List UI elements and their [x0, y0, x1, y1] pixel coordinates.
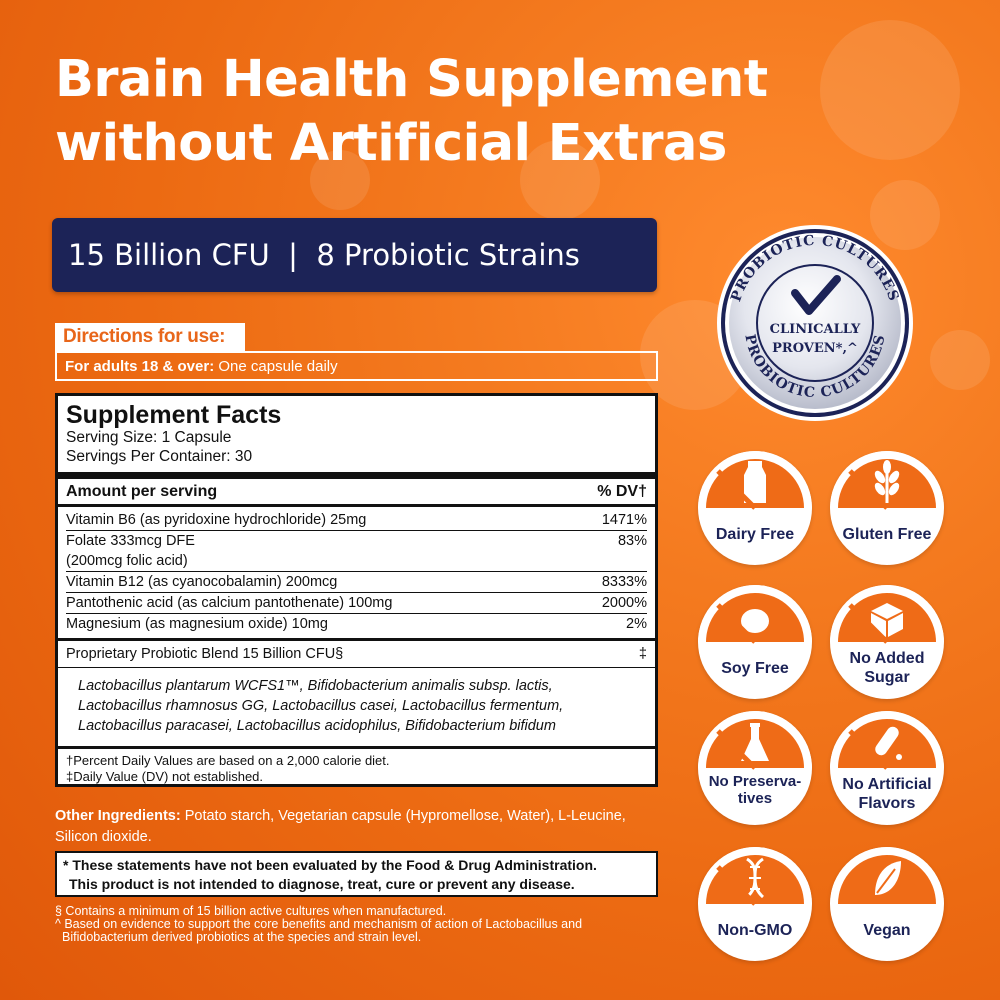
headline-line-1: Brain Health Supplement — [55, 50, 768, 109]
badge-label: Soy Free — [721, 659, 789, 677]
nutrient-row: (200mcg folic acid) — [58, 551, 655, 571]
badge-dairy-free: Dairy Free — [698, 451, 812, 565]
directions-line: For adults 18 & over: One capsule daily — [55, 351, 658, 381]
amount-header: Amount per serving — [66, 483, 218, 500]
footnote-line: Bifidobacterium derived probiotics at th… — [62, 930, 422, 944]
nutrient-name: Pantothenic acid (as calcium pantothenat… — [66, 595, 393, 611]
badge-label: No Added Sugar — [849, 650, 925, 686]
nutrient-name: Vitamin B12 (as cyanocobalamin) 200mcg — [66, 574, 338, 590]
other-ingredients: Other Ingredients: Potato starch, Vegeta… — [55, 806, 655, 848]
divider-thin — [66, 613, 647, 614]
servings-per-container: Servings Per Container: 30 — [66, 448, 253, 465]
badge-label: Vegan — [863, 921, 911, 939]
other-ingredients-value: Potato starch, Vegetarian capsule (Hypro… — [55, 808, 626, 845]
other-ingredients-label: Other Ingredients: — [55, 808, 181, 824]
seal-center-line-1: CLINICALLY — [770, 322, 861, 337]
soybean-icon — [741, 609, 769, 633]
divider-thick — [58, 472, 655, 479]
wheat-icon — [874, 460, 900, 503]
nutrient-dv: 8333% — [601, 574, 647, 590]
decorative-bubble — [310, 150, 370, 210]
badge-no-added-sugar: No Added Sugar — [830, 585, 944, 699]
divider-medium — [58, 504, 655, 507]
badge-label: No Preserva-tives — [708, 773, 802, 807]
strains-line: Lactobacillus rhamnosus GG, Lactobacillu… — [78, 698, 564, 714]
decorative-bubble — [820, 20, 960, 160]
facts-footnote: ‡Daily Value (DV) not established. — [66, 769, 264, 784]
decorative-bubble — [870, 180, 940, 250]
nutrient-dv: 1471% — [601, 512, 647, 528]
badge-label: No Artificial Flavors — [842, 776, 932, 812]
directions-title: Directions for use: — [55, 323, 245, 351]
blend-dv: ‡ — [638, 646, 647, 662]
facts-footnotes: †Percent Daily Values are based on a 2,0… — [58, 749, 655, 789]
footnote-line: ^ Based on evidence to support the core … — [55, 917, 583, 931]
nutrient-name: Folate 333mcg DFE — [66, 533, 195, 549]
seal-center-line-2: PROVEN*,^ — [772, 341, 858, 356]
footnotes: § Contains a minimum of 15 billion activ… — [55, 905, 655, 944]
badge-soy-free: Soy Free — [698, 585, 812, 699]
dv-header: % DV† — [597, 483, 647, 500]
supplement-facts-title: Supplement Facts — [66, 401, 282, 429]
nutrient-name: Magnesium (as magnesium oxide) 10mg — [66, 616, 328, 632]
strains-line: Lactobacillus plantarum WCFS1™, Bifidoba… — [78, 678, 553, 694]
fda-disclaimer-box: * These statements have not been evaluat… — [55, 851, 658, 897]
fda-line: * These statements have not been evaluat… — [63, 857, 597, 873]
badge-gluten-free: Gluten Free — [830, 451, 944, 565]
cfu-strains-banner: 15 Billion CFU | 8 Probiotic Strains — [52, 218, 657, 292]
nutrient-dv: 2000% — [601, 595, 647, 611]
nutrient-dv: 2% — [626, 616, 647, 632]
directions-label: For adults 18 & over: — [65, 358, 215, 375]
blend-name: Proprietary Probiotic Blend 15 Billion C… — [66, 646, 344, 662]
divider-thin — [66, 530, 647, 531]
serving-size: Serving Size: 1 Capsule — [66, 429, 232, 446]
badge-non-gmo: Non-GMO — [698, 847, 812, 961]
badge-label: Dairy Free — [715, 525, 795, 543]
fda-line: This product is not intended to diagnose… — [69, 876, 575, 892]
probiotic-strains-list: Lactobacillus plantarum WCFS1™, Bifidoba… — [58, 667, 655, 746]
divider-medium — [58, 638, 655, 641]
nutrient-row: Vitamin B6 (as pyridoxine hydrochloride)… — [58, 510, 655, 530]
badge-label: Non-GMO — [717, 921, 793, 939]
milk-bottle-icon — [744, 461, 766, 503]
directions-value: One capsule daily — [214, 358, 338, 375]
decorative-bubble — [930, 330, 990, 390]
badge-vegan: Vegan — [830, 847, 944, 961]
nutrient-name: Vitamin B6 (as pyridoxine hydrochloride)… — [66, 512, 367, 528]
dna-icon — [745, 857, 765, 899]
badge-no-preservatives: No Preserva-tives — [698, 711, 812, 825]
headline-line-2: without Artificial Extras — [55, 114, 727, 173]
divider-medium — [58, 746, 655, 749]
supplement-facts-panel: Supplement Facts Serving Size: 1 Capsule… — [55, 393, 658, 787]
nutrient-row: Pantothenic acid (as calcium pantothenat… — [58, 593, 655, 613]
nutrient-row: Vitamin B12 (as cyanocobalamin) 200mcg 8… — [58, 572, 655, 592]
nutrient-row: Magnesium (as magnesium oxide) 10mg 2% — [58, 614, 655, 638]
probiotic-blend-row: Proprietary Probiotic Blend 15 Billion C… — [58, 641, 655, 667]
nutrient-name: (200mcg folic acid) — [66, 553, 188, 569]
leaf-icon — [875, 861, 901, 895]
footnote-line: § Contains a minimum of 15 billion activ… — [55, 904, 447, 918]
nutrient-dv: 83% — [617, 533, 647, 549]
facts-footnote: †Percent Daily Values are based on a 2,0… — [66, 753, 390, 768]
test-tube-icon — [875, 726, 902, 760]
badge-label: Gluten Free — [842, 525, 932, 543]
amount-header-row: Amount per serving % DV† — [58, 479, 655, 504]
clinically-proven-seal: PROBIOTIC CULTURES PROBIOTIC CULTURES CL… — [717, 225, 913, 421]
flask-icon — [741, 723, 769, 761]
checkmark-icon — [791, 275, 841, 315]
nutrient-row: Folate 333mcg DFE 83% — [58, 531, 655, 551]
cfu-strains-text: 15 Billion CFU | 8 Probiotic Strains — [68, 238, 580, 272]
page-title: Brain Health Supplement without Artifici… — [55, 48, 768, 176]
divider-thin — [66, 592, 647, 593]
strains-line: Lactobacillus paracasei, Lactobacillus a… — [78, 718, 556, 734]
badge-no-artificial-flavors: No Artificial Flavors — [830, 711, 944, 825]
divider-thin — [66, 571, 647, 572]
decorative-bubble — [520, 140, 600, 220]
